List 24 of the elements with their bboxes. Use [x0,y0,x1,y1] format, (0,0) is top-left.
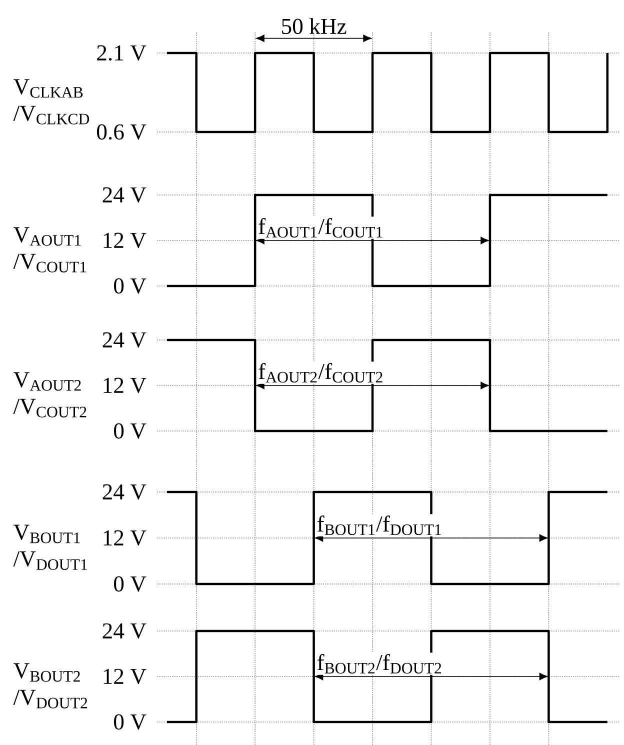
y-tick-label: 2.1 V [97,45,146,61]
y-tick-label: 24 V [102,332,146,348]
y-tick-label: 24 V [102,484,146,500]
text: 50 kHz [282,18,346,34]
annotation: f$_{BOUT2}$/f$_{DOUT2}$ [317,654,442,674]
y-axis-title: V$_{BOUT2}$ /V$_{DOUT2}$ [13,663,88,708]
annotation: f$_{AOUT1}$/f$_{COUT1}$ [258,218,382,238]
y-tick-label: 12 V [104,668,146,684]
y-tick-label: 24 V [102,623,146,639]
annotation: f$_{AOUT2}$/f$_{COUT2}$ [258,362,382,383]
y-tick-label: 12 V [104,232,146,248]
y-tick-label: 0 V [114,423,146,439]
y-axis-title: V$_{CLKAB}$ /V$_{CLKCD}$ [13,79,90,124]
y-tick-label: 0 V [114,278,146,294]
y-axis-title: V$_{BOUT1}$ /V$_{DOUT1}$ [13,524,87,570]
annotation: f$_{BOUT1}$/f$_{DOUT1}$ [317,515,441,536]
y-tick-label: 0 V [114,714,146,730]
y-tick-label: 12 V [104,530,146,546]
y-tick-label: 0 V [114,576,146,592]
y-axis-title: V$_{AOUT1}$ /V$_{COUT1}$ [13,227,86,272]
y-tick-label: 12 V [104,378,146,394]
y-tick-label: 24 V [102,187,146,203]
y-axis-title: V$_{AOUT2}$ /V$_{COUT2}$ [13,372,86,418]
y-tick-label: 0.6 V [97,124,146,140]
